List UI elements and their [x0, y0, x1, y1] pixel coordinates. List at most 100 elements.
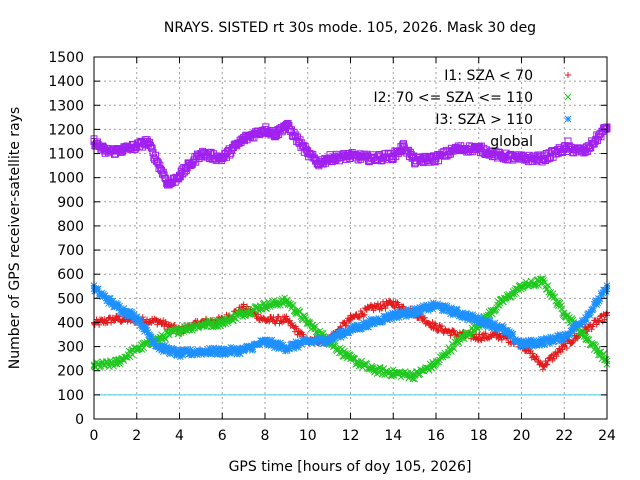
data-point — [539, 338, 547, 346]
data-point — [283, 317, 290, 324]
y-tick-label: 1400 — [48, 74, 84, 90]
data-point — [533, 353, 540, 360]
data-point — [297, 330, 304, 337]
x-tick-label: 12 — [342, 428, 360, 444]
data-point — [325, 336, 333, 343]
data-point — [544, 282, 552, 289]
legend-marker — [565, 72, 571, 78]
data-point — [266, 303, 274, 310]
x-tick-label: 22 — [555, 428, 573, 444]
x-tick-label: 16 — [427, 428, 445, 444]
data-point — [356, 314, 363, 321]
data-point — [549, 290, 557, 297]
y-tick-label: 1100 — [48, 147, 84, 163]
data-point — [283, 344, 290, 352]
data-point — [374, 300, 381, 307]
data-point — [137, 316, 145, 324]
data-point — [290, 323, 297, 330]
data-point — [582, 314, 589, 321]
data-point — [155, 318, 162, 325]
y-tick-label: 0 — [75, 412, 84, 428]
data-point — [539, 278, 547, 285]
data-point — [518, 340, 525, 348]
data-point — [389, 369, 397, 377]
data-point — [561, 343, 568, 350]
data-point — [361, 311, 368, 318]
data-point — [496, 323, 504, 331]
data-point — [304, 338, 312, 346]
y-tick-label: 1200 — [48, 122, 84, 138]
data-point — [147, 333, 155, 341]
data-point — [596, 317, 603, 324]
data-point — [411, 372, 418, 379]
x-axis-label: GPS time [hours of doy 105, 2026] — [229, 459, 472, 475]
data-point — [497, 333, 504, 340]
x-tick-label: 2 — [132, 428, 141, 444]
data-point — [509, 330, 517, 338]
data-point — [522, 348, 529, 355]
y-tick-label: 100 — [57, 388, 84, 404]
data-point — [450, 345, 458, 353]
y-tick-label: 500 — [57, 291, 84, 307]
data-point — [197, 321, 205, 329]
data-point — [436, 322, 443, 329]
data-point — [409, 375, 417, 383]
y-tick-label: 1000 — [48, 171, 84, 187]
data-point — [343, 322, 350, 329]
data-point — [454, 338, 461, 346]
data-point — [162, 318, 169, 325]
data-point — [544, 361, 551, 368]
data-point — [154, 343, 162, 350]
data-point — [585, 336, 593, 343]
y-tick-label: 900 — [57, 195, 84, 211]
y-tick-label: 300 — [57, 340, 84, 356]
y-axis-label: Number of GPS receiver-satellite rays — [7, 107, 23, 369]
data-point — [283, 297, 290, 305]
data-point — [461, 329, 469, 337]
legend-marker — [564, 93, 572, 101]
data-point — [563, 345, 570, 352]
data-point — [368, 366, 376, 373]
data-point — [433, 324, 439, 331]
series-3 — [90, 282, 611, 361]
data-point — [553, 353, 560, 360]
legend: I1: SZA < 70 I2: 70 <= SZA <= 110 I3: SZA … — [373, 68, 572, 150]
data-point — [539, 275, 547, 282]
data-point — [432, 302, 440, 309]
data-point — [450, 327, 457, 334]
data-point — [581, 329, 589, 337]
data-point — [121, 353, 129, 361]
x-tick-labels: 0 2 4 6 8 10 12 14 16 18 20 22 24 — [90, 428, 616, 444]
legend-label: I1: SZA < 70 — [444, 68, 533, 84]
data-point — [421, 314, 428, 321]
data-point — [292, 310, 300, 317]
data-point — [550, 355, 557, 362]
data-point — [382, 305, 389, 312]
data-point — [112, 360, 119, 367]
data-point — [593, 321, 600, 328]
y-tick-labels: 0 100 200 300 400 500 600 700 800 900 1000 1100 1200… — [48, 50, 84, 428]
data-point — [475, 333, 482, 340]
data-point — [176, 326, 183, 334]
data-point — [360, 312, 367, 319]
x-tick-label: 10 — [299, 428, 317, 444]
data-point — [261, 302, 269, 309]
data-point — [240, 309, 247, 317]
data-point — [347, 326, 354, 334]
data-point — [430, 325, 437, 332]
y-tick-label: 1500 — [48, 50, 84, 66]
x-tick-label: 8 — [261, 428, 270, 444]
data-point — [240, 346, 247, 354]
legend-label: global — [490, 134, 533, 150]
data-point — [390, 300, 397, 307]
data-point — [447, 332, 454, 339]
x-tick-label: 18 — [470, 428, 488, 444]
data-point — [112, 302, 119, 309]
y-tick-label: 400 — [57, 315, 84, 331]
data-point — [304, 319, 312, 326]
data-point — [197, 348, 205, 355]
data-point — [529, 350, 536, 357]
data-point — [560, 309, 568, 317]
data-point — [152, 317, 159, 324]
